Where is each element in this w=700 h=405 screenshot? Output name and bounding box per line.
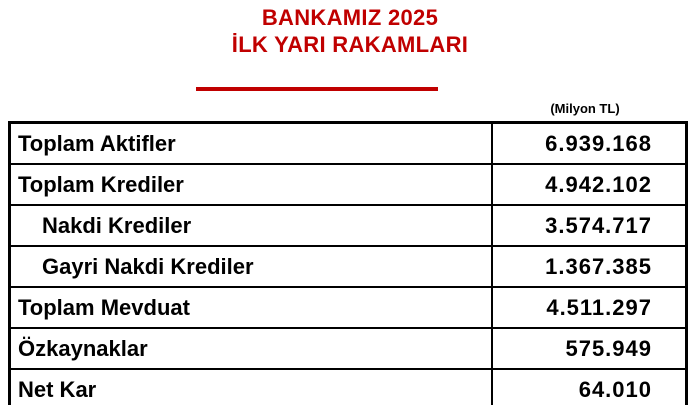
- table-row: Toplam Aktifler 6.939.168: [8, 121, 688, 165]
- financial-summary-table: Toplam Aktifler 6.939.168 Toplam Kredile…: [8, 121, 688, 405]
- row-label-cell: Toplam Krediler: [8, 163, 493, 206]
- row-value-cell: 4.942.102: [491, 163, 688, 206]
- table-row: Nakdi Krediler 3.574.717: [8, 204, 688, 247]
- row-label-cell: Özkaynaklar: [8, 327, 493, 370]
- row-label-cell: Toplam Aktifler: [8, 121, 493, 165]
- row-value-cell: 64.010: [491, 368, 688, 405]
- table-row: Toplam Krediler 4.942.102: [8, 163, 688, 206]
- row-label-cell: Nakdi Krediler: [8, 204, 493, 247]
- financial-summary-table-body: Toplam Aktifler 6.939.168 Toplam Kredile…: [8, 121, 688, 405]
- table-row: Net Kar 64.010: [8, 368, 688, 405]
- row-value-cell: 3.574.717: [491, 204, 688, 247]
- row-value-cell: 6.939.168: [491, 121, 688, 165]
- row-value-cell: 1.367.385: [491, 245, 688, 288]
- page-title-line2: İLK YARI RAKAMLARI: [231, 32, 469, 57]
- row-value-cell: 575.949: [491, 327, 688, 370]
- unit-label: (Milyon TL): [550, 101, 620, 116]
- page-title: BANKAMIZ 2025 İLK YARI RAKAMLARI: [0, 4, 700, 58]
- table-row: Özkaynaklar 575.949: [8, 327, 688, 370]
- page-title-line1: BANKAMIZ 2025: [261, 5, 439, 30]
- title-underline-divider: [196, 87, 438, 91]
- row-label-cell: Toplam Mevduat: [8, 286, 493, 329]
- table-row: Gayri Nakdi Krediler 1.367.385: [8, 245, 688, 288]
- table-row: Toplam Mevduat 4.511.297: [8, 286, 688, 329]
- row-label-cell: Gayri Nakdi Krediler: [8, 245, 493, 288]
- row-label-cell: Net Kar: [8, 368, 493, 405]
- row-value-cell: 4.511.297: [491, 286, 688, 329]
